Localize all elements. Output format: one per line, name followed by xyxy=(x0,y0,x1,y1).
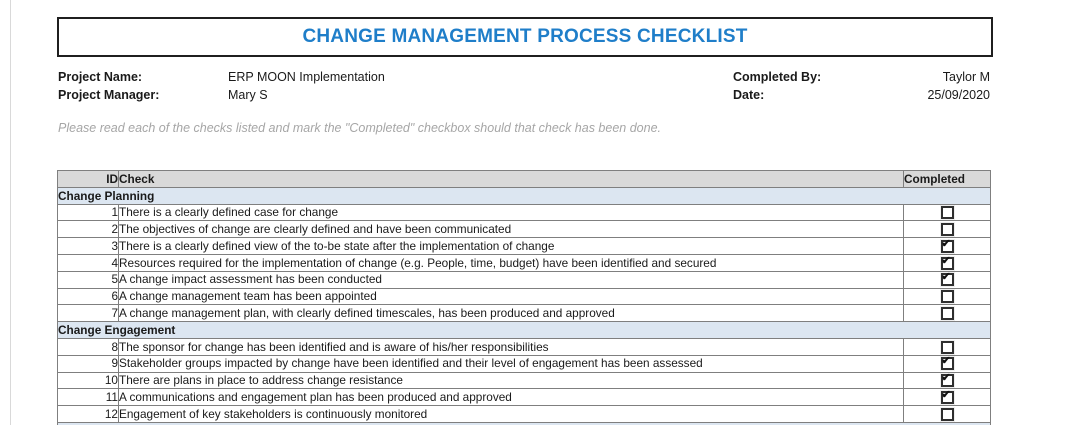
table-row: 2 The objectives of change are clearly de… xyxy=(57,220,991,239)
row-completed-cell xyxy=(903,287,991,306)
section-label xyxy=(57,421,991,425)
row-check-text: There is a clearly defined case for chan… xyxy=(118,203,904,222)
section-row: Change Planning xyxy=(57,186,991,205)
table-row: 1 There is a clearly defined case for cha… xyxy=(57,203,991,222)
completed-checkbox[interactable] xyxy=(940,340,954,354)
row-id: 5 xyxy=(57,270,119,289)
table-row: 12 Engagement of key stakeholders is cont… xyxy=(57,405,991,423)
row-id: 12 xyxy=(57,405,119,423)
row-completed-cell xyxy=(903,253,991,272)
table-header-row: ID Check Completed xyxy=(57,170,991,188)
completed-checkbox[interactable] xyxy=(940,239,954,253)
table-row: 9 Stakeholder groups impacted by change h… xyxy=(57,354,991,373)
row-id: 9 xyxy=(57,354,119,373)
row-completed-cell xyxy=(903,304,991,323)
completed-by-value: Taylor M xyxy=(942,70,990,84)
completed-checkbox[interactable] xyxy=(940,356,954,371)
completed-by-label: Completed By: xyxy=(733,70,822,84)
project-name-value: ERP MOON Implementation xyxy=(228,70,385,84)
table-row: 4 Resources required for the implementati… xyxy=(57,253,991,272)
table-row: 11 A communications and engagement plan h… xyxy=(57,388,991,407)
row-id: 7 xyxy=(57,304,119,323)
row-check-text: A change management plan, with clearly d… xyxy=(118,304,904,323)
row-check-text: The objectives of change are clearly def… xyxy=(118,220,904,239)
row-check-text: The sponsor for change has been identifi… xyxy=(118,337,904,356)
table-row: 3 There is a clearly defined view of the … xyxy=(57,237,991,255)
section-row xyxy=(57,421,991,425)
completed-checkbox[interactable] xyxy=(940,407,954,421)
row-check-text: A change management team has been appoin… xyxy=(118,287,904,306)
row-completed-cell xyxy=(903,388,991,407)
row-check-text: A change impact assessment has been cond… xyxy=(118,270,904,289)
section-label: Change Planning xyxy=(57,186,991,205)
row-id: 3 xyxy=(57,237,119,255)
row-check-text: Engagement of key stakeholders is contin… xyxy=(118,405,904,423)
completed-checkbox[interactable] xyxy=(940,390,954,404)
row-id: 10 xyxy=(57,371,119,390)
title-box: CHANGE MANAGEMENT PROCESS CHECKLIST xyxy=(57,17,993,57)
row-completed-cell xyxy=(903,270,991,289)
row-check-text: There are plans in place to address chan… xyxy=(118,371,904,390)
row-check-text: A communications and engagement plan has… xyxy=(118,388,904,407)
row-completed-cell xyxy=(903,405,991,423)
header-check: Check xyxy=(118,170,904,188)
row-completed-cell xyxy=(903,371,991,390)
row-completed-cell xyxy=(903,220,991,239)
checklist-table: ID Check Completed Change Planning 1 There… xyxy=(57,170,991,425)
row-id: 4 xyxy=(57,253,119,272)
row-completed-cell xyxy=(903,203,991,222)
row-completed-cell xyxy=(903,237,991,255)
project-manager-label: Project Manager: xyxy=(58,88,160,102)
row-check-text: There is a clearly defined view of the t… xyxy=(118,237,904,255)
section-label: Change Engagement xyxy=(57,321,991,339)
row-id: 11 xyxy=(57,388,119,407)
page-margin-line xyxy=(10,0,11,425)
completed-checkbox[interactable] xyxy=(940,256,954,270)
instruction-text: Please read each of the checks listed an… xyxy=(58,121,661,135)
row-completed-cell xyxy=(903,337,991,356)
completed-checkbox[interactable] xyxy=(940,272,954,287)
project-name-label: Project Name: xyxy=(58,70,143,84)
row-id: 1 xyxy=(57,203,119,222)
table-row: 8 The sponsor for change has been identif… xyxy=(57,337,991,356)
date-label: Date: xyxy=(733,88,765,102)
completed-checkbox[interactable] xyxy=(940,306,954,320)
date-value: 25/09/2020 xyxy=(927,88,990,102)
row-id: 6 xyxy=(57,287,119,306)
row-completed-cell xyxy=(903,354,991,373)
row-id: 8 xyxy=(57,337,119,356)
header-id: ID xyxy=(57,170,119,188)
section-row: Change Engagement xyxy=(57,321,991,339)
completed-checkbox[interactable] xyxy=(940,222,954,236)
table-row: 10 There are plans in place to address ch… xyxy=(57,371,991,390)
row-check-text: Stakeholder groups impacted by change ha… xyxy=(118,354,904,373)
row-id: 2 xyxy=(57,220,119,239)
table-body: Change Planning 1 There is a clearly defin… xyxy=(57,186,991,425)
header-completed: Completed xyxy=(903,170,991,188)
page-title: CHANGE MANAGEMENT PROCESS CHECKLIST xyxy=(302,26,748,47)
completed-checkbox[interactable] xyxy=(940,373,954,388)
completed-checkbox[interactable] xyxy=(940,290,954,304)
completed-checkbox[interactable] xyxy=(940,206,954,220)
row-check-text: Resources required for the implementatio… xyxy=(118,253,904,272)
project-manager-value: Mary S xyxy=(228,88,268,102)
